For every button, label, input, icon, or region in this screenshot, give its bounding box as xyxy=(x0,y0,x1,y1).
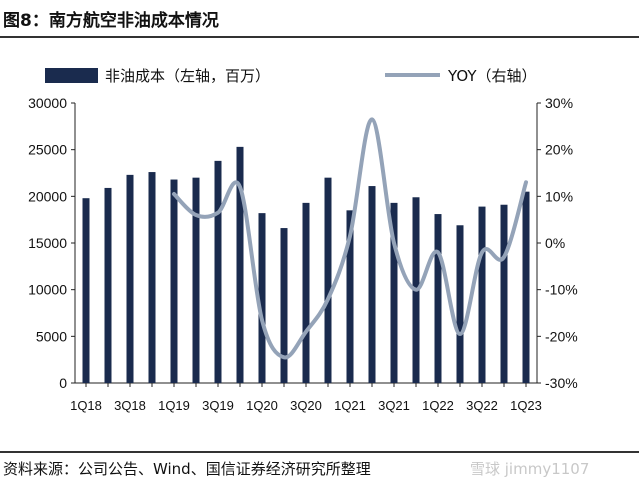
bar-3Q20 xyxy=(302,202,310,383)
x-tick-label: 3Q19 xyxy=(202,398,234,413)
bar-1Q19 xyxy=(170,179,178,383)
top-divider xyxy=(0,36,639,38)
right-tick-label: 30% xyxy=(545,95,573,111)
x-tick-label: 1Q22 xyxy=(422,398,454,413)
source-note: 资料来源：公司公告、Wind、国信证券经济研究所整理 xyxy=(3,460,371,478)
bar-3Q19 xyxy=(214,160,222,383)
right-tick-label: 0% xyxy=(545,235,565,251)
bar-4Q19 xyxy=(236,146,244,383)
chart-canvas: 非油成本（左轴，百万） YOY（右轴） 0 5000 10000 15000 20000 2… xyxy=(28,67,578,413)
left-tick-label: 0 xyxy=(59,375,67,391)
bar-2Q18 xyxy=(104,187,112,383)
chart-title: 图8：南方航空非油成本情况 xyxy=(3,11,219,31)
x-tick-label: 3Q21 xyxy=(378,398,410,413)
legend-line-label: YOY（右轴） xyxy=(447,67,537,85)
x-tick-label: 1Q23 xyxy=(510,398,542,413)
right-tick-label: 20% xyxy=(545,142,573,158)
bar-1Q18 xyxy=(82,198,90,383)
bar-3Q21 xyxy=(390,202,398,383)
bar-2Q19 xyxy=(192,177,200,383)
right-tick-label: -30% xyxy=(545,375,578,391)
bar-series xyxy=(82,146,530,383)
bar-4Q22 xyxy=(500,204,508,383)
yoy-line xyxy=(172,117,528,360)
left-tick-label: 10000 xyxy=(28,282,67,298)
right-tick-label: -10% xyxy=(545,282,578,298)
bar-4Q20 xyxy=(324,177,332,383)
bar-1Q21 xyxy=(346,210,354,383)
x-tick-label: 3Q18 xyxy=(114,398,146,413)
bar-4Q18 xyxy=(148,172,156,383)
legend: 非油成本（左轴，百万） YOY（右轴） xyxy=(45,67,537,85)
bar-2Q21 xyxy=(368,186,376,383)
bar-3Q22 xyxy=(478,206,486,383)
x-tick-label: 3Q20 xyxy=(290,398,322,413)
right-tick-label: 10% xyxy=(545,188,573,204)
bar-3Q18 xyxy=(126,174,134,383)
bar-1Q23 xyxy=(522,191,530,383)
bottom-divider xyxy=(0,451,639,453)
x-tick-label: 3Q22 xyxy=(466,398,498,413)
legend-bar-label: 非油成本（左轴，百万） xyxy=(105,67,270,85)
x-tick-label: 1Q21 xyxy=(334,398,366,413)
left-tick-label: 20000 xyxy=(28,188,67,204)
left-tick-label: 30000 xyxy=(28,95,67,111)
x-tick-label: 1Q18 xyxy=(70,398,102,413)
bar-2Q22 xyxy=(456,225,464,383)
yoy-line-series xyxy=(172,117,528,360)
left-tick-label: 25000 xyxy=(28,142,67,158)
legend-bar-swatch xyxy=(45,68,98,83)
bar-2Q20 xyxy=(280,228,288,383)
left-tick-label: 15000 xyxy=(28,235,67,251)
bar-1Q22 xyxy=(434,214,442,383)
x-tick-label: 1Q19 xyxy=(158,398,190,413)
left-tick-label: 5000 xyxy=(36,328,67,344)
x-tick-label: 1Q20 xyxy=(246,398,278,413)
bar-1Q20 xyxy=(258,213,266,383)
watermark: 雪球 jimmy1107 xyxy=(470,460,590,478)
right-tick-label: -20% xyxy=(545,328,578,344)
